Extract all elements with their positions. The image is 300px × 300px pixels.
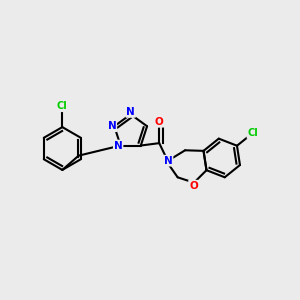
Text: N: N xyxy=(114,140,122,151)
Text: Cl: Cl xyxy=(57,101,68,111)
Text: O: O xyxy=(189,181,198,190)
Text: Cl: Cl xyxy=(248,128,258,138)
Text: N: N xyxy=(107,121,116,131)
Text: O: O xyxy=(155,117,164,127)
Text: N: N xyxy=(164,156,172,166)
Text: N: N xyxy=(126,107,135,117)
